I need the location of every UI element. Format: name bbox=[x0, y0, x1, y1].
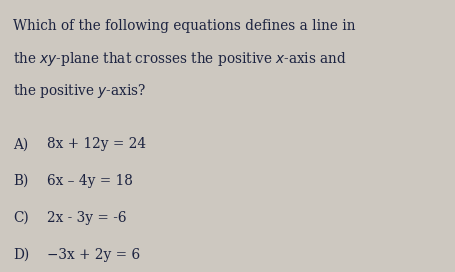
Text: D): D) bbox=[13, 248, 29, 261]
Text: 8x + 12y = 24: 8x + 12y = 24 bbox=[47, 137, 146, 151]
Text: −3x + 2y = 6: −3x + 2y = 6 bbox=[47, 248, 140, 261]
Text: B): B) bbox=[13, 174, 28, 188]
Text: 6x – 4y = 18: 6x – 4y = 18 bbox=[47, 174, 132, 188]
Text: 2x - 3y = -6: 2x - 3y = -6 bbox=[47, 211, 126, 225]
Text: A): A) bbox=[13, 137, 28, 151]
Text: C): C) bbox=[13, 211, 29, 225]
Text: the positive $\mathit{y}$-axis?: the positive $\mathit{y}$-axis? bbox=[13, 82, 146, 100]
Text: Which of the following equations defines a line in: Which of the following equations defines… bbox=[13, 19, 354, 33]
Text: the $\mathit{xy}$-plane that crosses the positive $\mathit{x}$-axis and: the $\mathit{xy}$-plane that crosses the… bbox=[13, 50, 346, 68]
